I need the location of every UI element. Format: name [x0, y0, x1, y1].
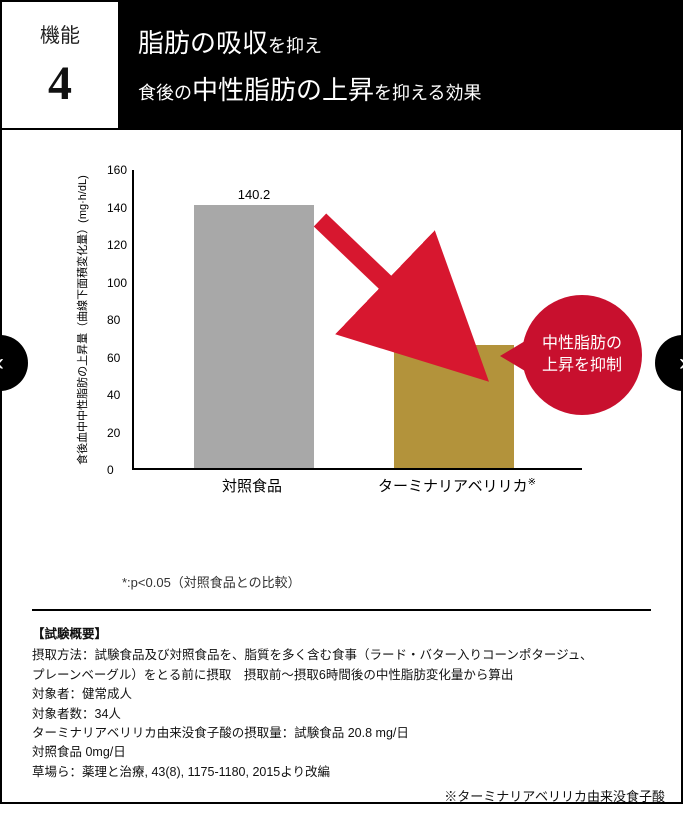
chevron-left-icon: ‹	[0, 349, 4, 377]
x-category-label: ターミナリアベリリカ※	[357, 475, 557, 496]
y-tick-label: 160	[107, 163, 127, 177]
header: 機能 4 脂肪の吸収を抑え 食後の中性脂肪の上昇を抑える効果	[0, 0, 683, 130]
body: 食後血中中性脂肪の上昇量（曲線下面積変化量）(mg·h/dL) 0 20 40 60 8…	[0, 130, 683, 804]
study-lines: 摂取方法：試験食品及び対照食品を、脂質を多く含む食事（ラード・バター入りコーンポ…	[32, 646, 651, 782]
footnote: ※ターミナリアベリリカ由来没食子酸	[444, 786, 665, 805]
study-title: 【試験概要】	[32, 625, 651, 644]
bar-chart: 食後血中中性脂肪の上昇量（曲線下面積変化量）(mg·h/dL) 0 20 40 60 8…	[32, 160, 651, 530]
bar: 140.2	[194, 205, 314, 468]
chart-plot-area: 140.2 65.7*	[132, 170, 582, 470]
header-title: 脂肪の吸収を抑え 食後の中性脂肪の上昇を抑える効果	[120, 0, 683, 130]
badge-line-1: 中性脂肪の	[542, 333, 622, 355]
title-small-2a: 食後の	[138, 83, 192, 103]
callout-badge: 中性脂肪の 上昇を抑制	[522, 295, 642, 415]
title-line-1: 脂肪の吸収を抑え	[138, 23, 665, 60]
study-line: 摂取方法：試験食品及び対照食品を、脂質を多く含む食事（ラード・バター入りコーンポ…	[32, 646, 651, 665]
y-axis-label: 食後血中中性脂肪の上昇量（曲線下面積変化量）(mg·h/dL)	[74, 175, 90, 465]
study-line: 対照食品 0mg/日	[32, 743, 651, 762]
study-line: プレーンベーグル）をとる前に摂取 摂取前～摂取6時間後の中性脂肪変化量から算出	[32, 666, 651, 685]
study-summary: 【試験概要】 摂取方法：試験食品及び対照食品を、脂質を多く含む食事（ラード・バタ…	[32, 625, 651, 782]
significance-note: *:p<0.05（対照食品との比較）	[122, 572, 651, 591]
title-small-2b: を抑える効果	[374, 83, 481, 103]
y-tick-label: 0	[107, 463, 114, 477]
badge-line-2: 上昇を抑制	[542, 355, 622, 377]
title-big-2: 中性脂肪の上昇	[192, 75, 374, 105]
study-line: 対象者数：34人	[32, 705, 651, 724]
slide-container: 機能 4 脂肪の吸収を抑え 食後の中性脂肪の上昇を抑える効果 食後血中中性脂肪の…	[0, 0, 683, 825]
y-tick-label: 40	[107, 388, 120, 402]
y-tick-label: 60	[107, 351, 120, 365]
y-tick-label: 20	[107, 426, 120, 440]
section-label: 機能	[40, 19, 80, 48]
study-line: 対象者：健常成人	[32, 685, 651, 704]
y-tick-label: 120	[107, 238, 127, 252]
y-tick-label: 80	[107, 313, 120, 327]
bar: 65.7*	[394, 345, 514, 468]
bar-value-label: 65.7*	[394, 327, 514, 342]
study-line: ターミナリアベリリカ由来没食子酸の摂取量：試験食品 20.8 mg/日	[32, 724, 651, 743]
bar-value-label: 140.2	[194, 187, 314, 202]
header-badge: 機能 4	[0, 0, 120, 130]
section-number: 4	[48, 56, 72, 111]
title-line-2: 食後の中性脂肪の上昇を抑える効果	[138, 70, 665, 107]
title-big-1: 脂肪の吸収	[138, 28, 268, 58]
study-line: 草場ら：薬理と治療, 43(8), 1175-1180, 2015より改編	[32, 763, 651, 782]
y-tick-label: 100	[107, 276, 127, 290]
chevron-right-icon: ›	[679, 349, 683, 377]
x-category-label: 対照食品	[192, 475, 312, 496]
y-tick-label: 140	[107, 201, 127, 215]
divider	[32, 609, 651, 611]
title-small-1: を抑え	[268, 36, 322, 56]
